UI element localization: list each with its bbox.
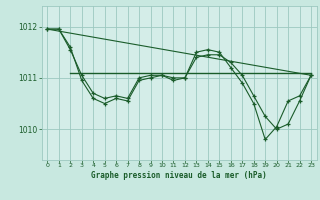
- X-axis label: Graphe pression niveau de la mer (hPa): Graphe pression niveau de la mer (hPa): [91, 171, 267, 180]
